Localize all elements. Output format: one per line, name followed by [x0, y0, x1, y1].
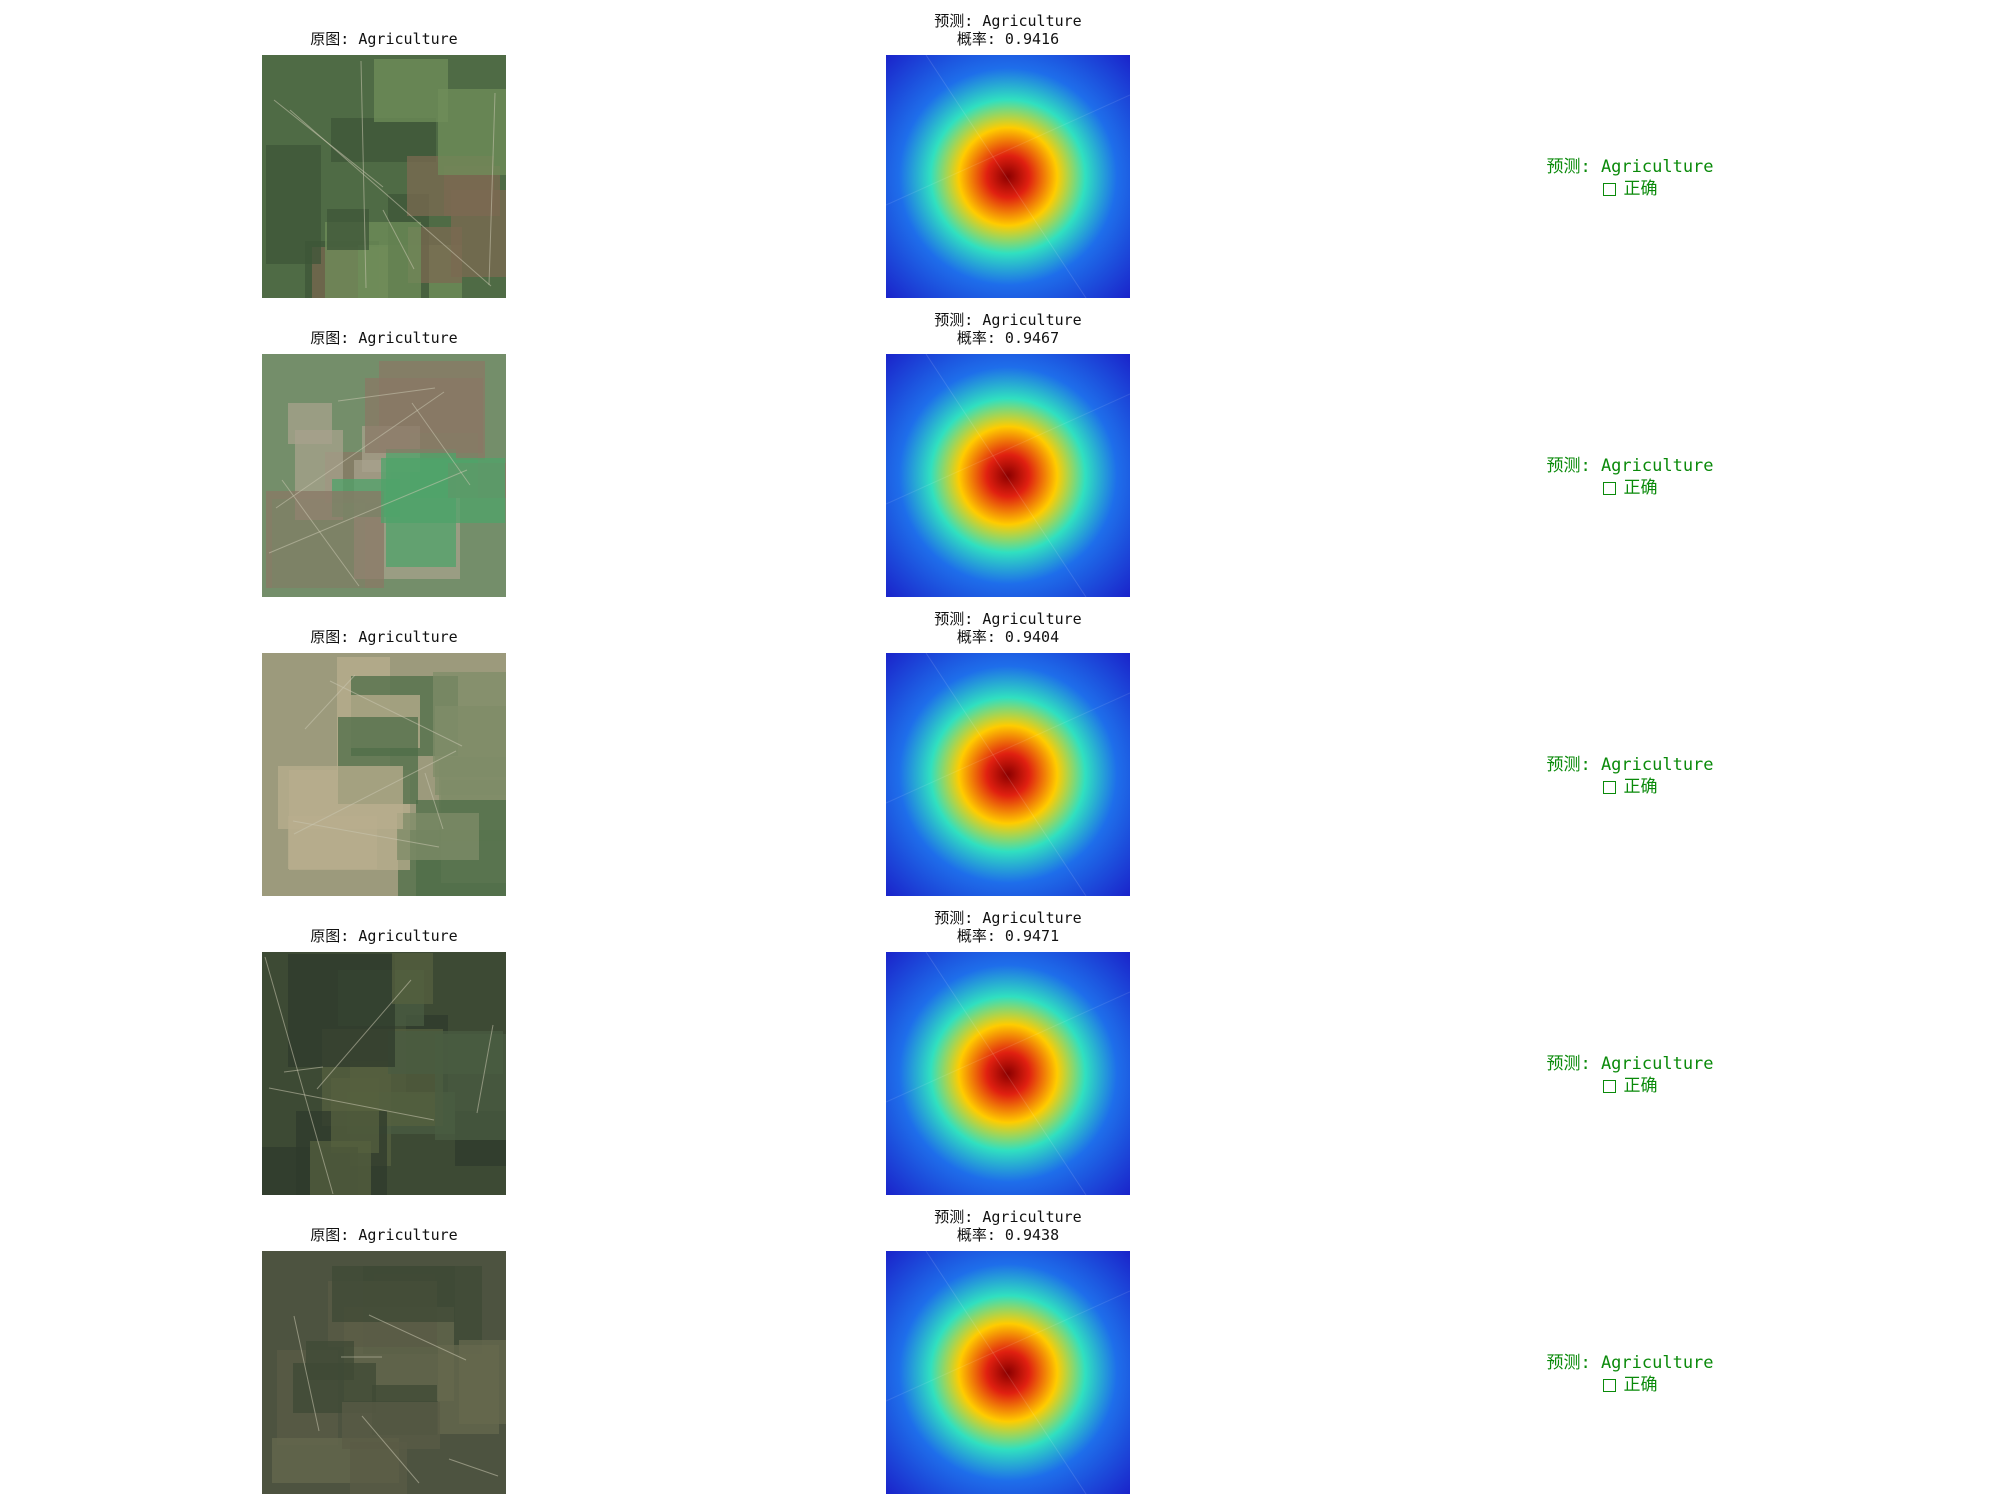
result-prediction: 预测: Agriculture: [1546, 755, 1714, 775]
original-image: [262, 354, 506, 597]
checkbox-icon: [1602, 481, 1616, 495]
prediction-caption: 预测: Agriculture: [934, 311, 1082, 329]
heatmap-image: [886, 653, 1130, 896]
heatmap-image: [886, 354, 1130, 597]
prediction-caption: 预测: Agriculture: [934, 909, 1082, 927]
checkbox-icon: [1602, 182, 1616, 196]
prediction-caption: 预测: Agriculture: [934, 1208, 1082, 1226]
original-caption: 原图: Agriculture: [310, 1226, 458, 1244]
checkbox-icon: [1602, 1079, 1616, 1093]
heatmap-caption: 预测: Agriculture 概率: 0.9416: [886, 12, 1130, 48]
probability-caption: 概率: 0.9471: [956, 927, 1060, 945]
checkbox-icon: [1602, 780, 1616, 794]
prediction-caption: 预测: Agriculture: [934, 610, 1082, 628]
prediction-caption: 预测: Agriculture: [934, 12, 1082, 30]
heatmap-caption: 预测: Agriculture 概率: 0.9471: [886, 909, 1130, 945]
result-prediction: 预测: Agriculture: [1546, 157, 1714, 177]
probability-caption: 概率: 0.9438: [956, 1226, 1060, 1244]
original-caption: 原图: Agriculture: [310, 329, 458, 347]
original-image: [262, 653, 506, 896]
result-prediction: 预测: Agriculture: [1546, 1054, 1714, 1074]
result-row: 原图: Agriculture 预测: Agriculture 概率: 0.94…: [0, 598, 2000, 897]
result-correct: 正确: [1623, 478, 1658, 498]
checkbox-icon: [1602, 1378, 1616, 1392]
probability-caption: 概率: 0.9416: [956, 30, 1060, 48]
original-image: [262, 55, 506, 298]
original-image: [262, 1251, 506, 1494]
result-verdict: 预测: Agriculture 正确: [1500, 754, 1760, 798]
heatmap-image: [886, 952, 1130, 1195]
probability-caption: 概率: 0.9467: [956, 329, 1060, 347]
result-correct: 正确: [1623, 1076, 1658, 1096]
result-verdict: 预测: Agriculture 正确: [1500, 455, 1760, 499]
result-verdict: 预测: Agriculture 正确: [1500, 1053, 1760, 1097]
heatmap-caption: 预测: Agriculture 概率: 0.9438: [886, 1208, 1130, 1244]
result-prediction: 预测: Agriculture: [1546, 456, 1714, 476]
original-caption: 原图: Agriculture: [310, 927, 458, 945]
probability-caption: 概率: 0.9404: [956, 628, 1060, 646]
original-caption: 原图: Agriculture: [310, 628, 458, 646]
result-prediction: 预测: Agriculture: [1546, 1353, 1714, 1373]
result-row: 原图: Agriculture 预测: Agriculture 概率: 0.94…: [0, 299, 2000, 598]
heatmap-caption: 预测: Agriculture 概率: 0.9404: [886, 610, 1130, 646]
result-correct: 正确: [1623, 179, 1658, 199]
heatmap-image: [886, 1251, 1130, 1494]
result-row: 原图: Agriculture 预测: Agriculture 概率: 0.94…: [0, 897, 2000, 1196]
original-caption: 原图: Agriculture: [310, 30, 458, 48]
result-correct: 正确: [1623, 1375, 1658, 1395]
result-verdict: 预测: Agriculture 正确: [1500, 156, 1760, 200]
result-verdict: 预测: Agriculture 正确: [1500, 1352, 1760, 1396]
heatmap-caption: 预测: Agriculture 概率: 0.9467: [886, 311, 1130, 347]
result-correct: 正确: [1623, 777, 1658, 797]
result-row: 原图: Agriculture 预测: Agriculture 概率: 0.94…: [0, 0, 2000, 299]
result-row: 原图: Agriculture 预测: Agriculture 概率: 0.94…: [0, 1196, 2000, 1495]
heatmap-image: [886, 55, 1130, 298]
original-image: [262, 952, 506, 1195]
